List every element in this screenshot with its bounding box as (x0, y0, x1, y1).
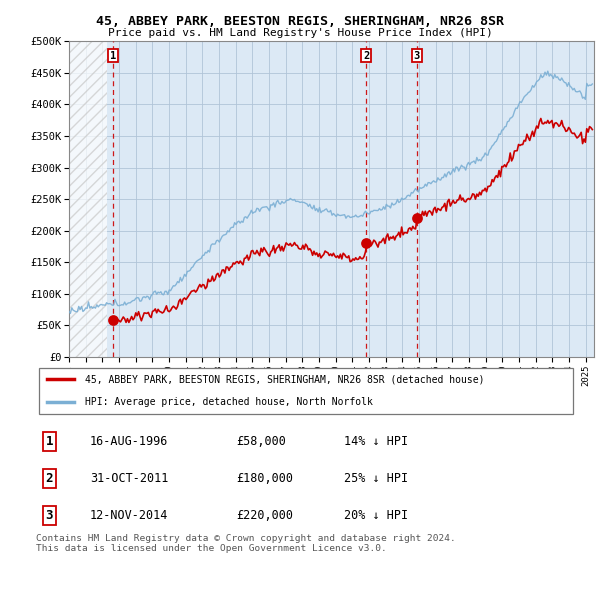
Text: 3: 3 (46, 509, 53, 522)
Text: 2: 2 (363, 51, 369, 61)
Point (361, 238, 371, 248)
Text: £180,000: £180,000 (236, 472, 293, 485)
Text: 25% ↓ HPI: 25% ↓ HPI (344, 472, 408, 485)
Bar (69, 41, 107, 357)
Text: HPI: Average price, detached house, North Norfolk: HPI: Average price, detached house, Nort… (85, 398, 373, 408)
Point (108, 316, 118, 325)
Text: 45, ABBEY PARK, BEESTON REGIS, SHERINGHAM, NR26 8SR (detached house): 45, ABBEY PARK, BEESTON REGIS, SHERINGHA… (85, 374, 484, 384)
Text: 45, ABBEY PARK, BEESTON REGIS, SHERINGHAM, NR26 8SR: 45, ABBEY PARK, BEESTON REGIS, SHERINGHA… (96, 15, 504, 28)
Text: 2: 2 (46, 472, 53, 485)
Text: 12-NOV-2014: 12-NOV-2014 (90, 509, 169, 522)
Text: Contains HM Land Registry data © Crown copyright and database right 2024.
This d: Contains HM Land Registry data © Crown c… (36, 534, 456, 553)
FancyBboxPatch shape (39, 368, 574, 414)
Text: £58,000: £58,000 (236, 435, 286, 448)
Text: 14% ↓ HPI: 14% ↓ HPI (344, 435, 408, 448)
Text: £220,000: £220,000 (236, 509, 293, 522)
Text: Price paid vs. HM Land Registry's House Price Index (HPI): Price paid vs. HM Land Registry's House … (107, 28, 493, 38)
Text: 20% ↓ HPI: 20% ↓ HPI (344, 509, 408, 522)
Text: 3: 3 (413, 51, 420, 61)
Text: 1: 1 (110, 51, 116, 61)
Text: 16-AUG-1996: 16-AUG-1996 (90, 435, 169, 448)
Text: 31-OCT-2011: 31-OCT-2011 (90, 472, 169, 485)
Text: 1: 1 (46, 435, 53, 448)
Point (412, 214, 421, 223)
